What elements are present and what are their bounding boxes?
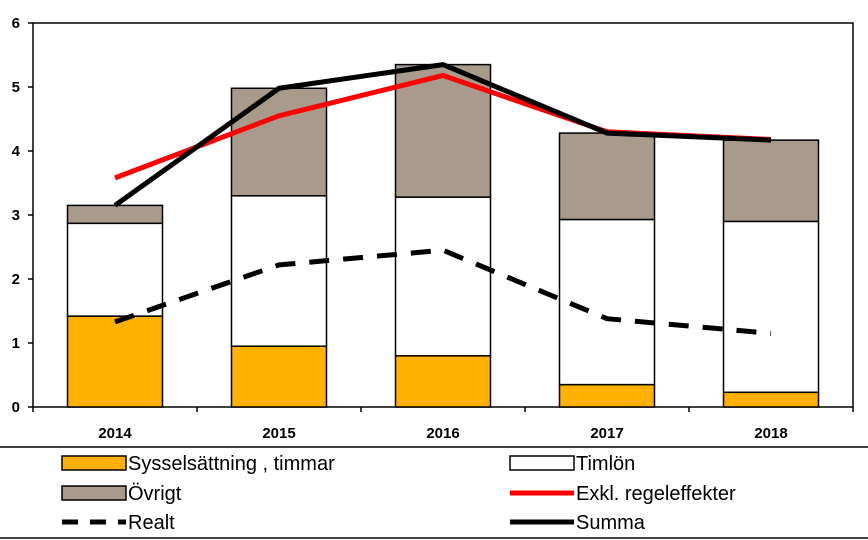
bar-ovrigt-2015 (230, 87, 328, 197)
bar-timlon-2018 (722, 220, 820, 394)
bar-timlon-2017 (558, 218, 656, 386)
x-tick-label: 2015 (262, 425, 295, 442)
bars-layer (66, 63, 820, 408)
legend-label-realt: Realt (128, 512, 175, 534)
legend-label-sysselsattning-timmar: Sysselsättning , timmar (128, 453, 335, 475)
y-axis: 0 1 2 3 4 5 6 (12, 15, 33, 416)
legend-swatch-sysselsattning-timmar (61, 455, 127, 471)
bar-ovrigt-2017 (558, 132, 656, 221)
bar-sysselsattning-timmar-2016 (394, 355, 492, 408)
bar-sysselsattning-timmar-2017 (558, 383, 656, 408)
y-tick-label: 3 (12, 207, 20, 224)
x-tick-label: 2017 (590, 425, 623, 442)
legend-swatch-timlon (509, 455, 575, 471)
y-tick-label: 2 (12, 271, 20, 288)
y-tick-label: 5 (12, 79, 20, 96)
legend-label-summa: Summa (576, 512, 646, 534)
bar-sysselsattning-timmar-2018 (722, 391, 820, 408)
line-summa (113, 62, 772, 208)
x-tick-label: 2018 (754, 425, 787, 442)
legend-swatch-ovrigt (61, 485, 127, 501)
bar-ovrigt-2018 (722, 139, 820, 223)
lines-layer (113, 62, 772, 336)
legend: Sysselsättning , timmar Timlön Övrigt Exkl.… (61, 453, 736, 534)
bar-ovrigt-2014 (66, 204, 164, 225)
legend-label-ovrigt: Övrigt (128, 483, 182, 505)
y-tick-label: 4 (12, 143, 21, 160)
y-tick-label: 0 (12, 399, 20, 416)
y-tick-label: 6 (12, 15, 20, 32)
x-axis: 2014 2015 2016 2017 2018 (32, 407, 854, 442)
line-realt (114, 247, 772, 336)
bar-timlon-2015 (230, 195, 328, 347)
bar-timlon-2016 (394, 196, 492, 357)
bar-sysselsattning-timmar-2014 (66, 315, 164, 408)
x-tick-label: 2016 (426, 425, 459, 442)
x-tick-label: 2014 (98, 425, 132, 442)
bar-timlon-2014 (66, 222, 164, 317)
legend-label-exkl-regeleffekter: Exkl. regeleffekter (576, 483, 736, 505)
bar-sysselsattning-timmar-2015 (230, 345, 328, 408)
legend-label-timlon: Timlön (576, 453, 635, 475)
y-tick-label: 1 (12, 335, 20, 352)
